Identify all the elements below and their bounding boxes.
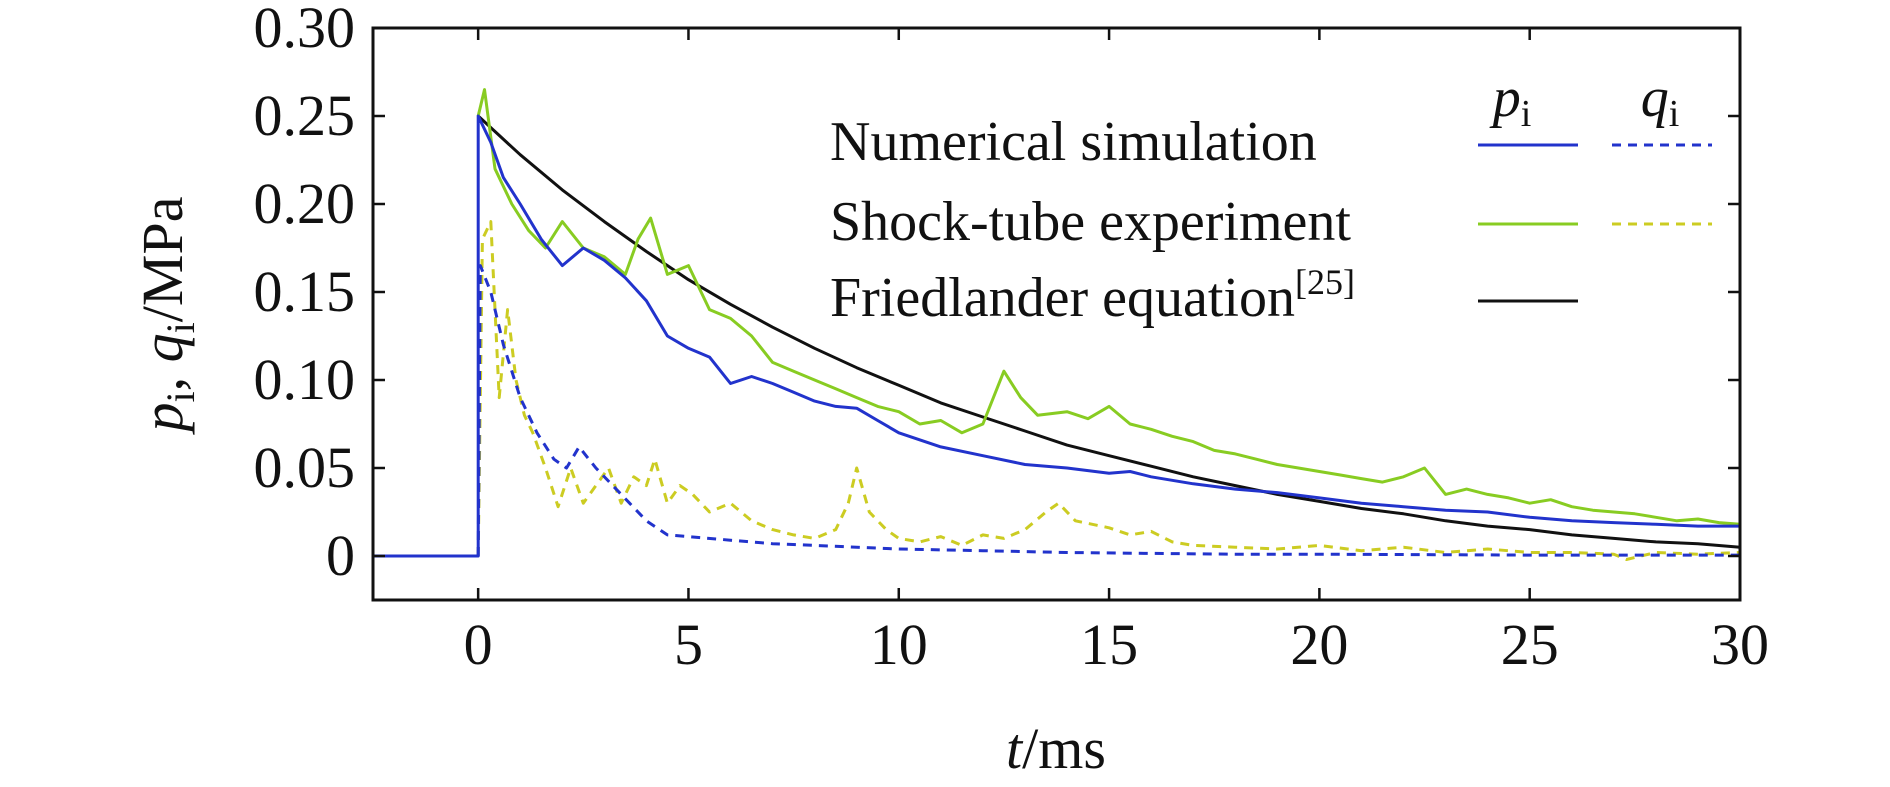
legend-label-friedlander-ref: [25] [1295, 262, 1355, 302]
y-tick-label: 0.15 [254, 259, 356, 324]
legend-label-simulation: Numerical simulation [830, 111, 1317, 173]
series-layer [373, 88, 1741, 561]
y-tick-label: 0.25 [254, 83, 356, 148]
series-line-sim_q [476, 264, 1740, 557]
x-axis-label: t/ms [1006, 716, 1106, 781]
y-axis-label-unit: /MPa [130, 197, 195, 323]
y-axis-label-sub2: i [158, 322, 203, 333]
x-tick-label: 15 [1080, 612, 1138, 677]
x-tick-label: 10 [870, 612, 928, 677]
y-axis-label-sub1: i [158, 391, 203, 402]
series-line-fried_p [477, 114, 1741, 549]
x-axis-label-unit: /ms [1022, 716, 1106, 781]
y-axis-label-sep: , [130, 362, 195, 391]
x-tick-label: 30 [1711, 612, 1769, 677]
x-tick-label: 20 [1290, 612, 1348, 677]
x-tick-label: 25 [1501, 612, 1559, 677]
x-tick-label: 0 [464, 612, 493, 677]
y-tick-label: 0 [326, 523, 355, 588]
x-axis-label-var: t [1006, 716, 1024, 781]
y-tick-label: 0.30 [254, 0, 356, 60]
x-tick-label: 5 [674, 612, 703, 677]
y-tick-label: 0.20 [254, 171, 356, 236]
series-line-exp_q [476, 220, 1741, 561]
series-line-exp_p [476, 88, 1741, 526]
legend-label-experiment: Shock-tube experiment [830, 191, 1351, 253]
legend: pi qi Numerical simulation Shock-tube ex… [830, 67, 1712, 329]
legend-header-q: qi [1641, 67, 1680, 135]
series-line-sim_p [373, 114, 1740, 558]
y-axis-label: pi, qi/MPa [130, 197, 203, 436]
plot-frame [371, 26, 1742, 602]
legend-label-friedlander: Friedlander equation[25] [830, 262, 1355, 329]
y-tick-label: 0.05 [254, 435, 356, 500]
y-tick-label: 0.10 [254, 347, 356, 412]
legend-header-p: pi [1489, 67, 1532, 135]
y-axis-label-var1: p [130, 402, 195, 435]
ticks-layer: 0 5 10 15 20 25 30 0 0.05 0.10 0.15 0.20 0.25 0.30 [254, 0, 1770, 677]
y-axis-label-var2: q [130, 333, 195, 362]
